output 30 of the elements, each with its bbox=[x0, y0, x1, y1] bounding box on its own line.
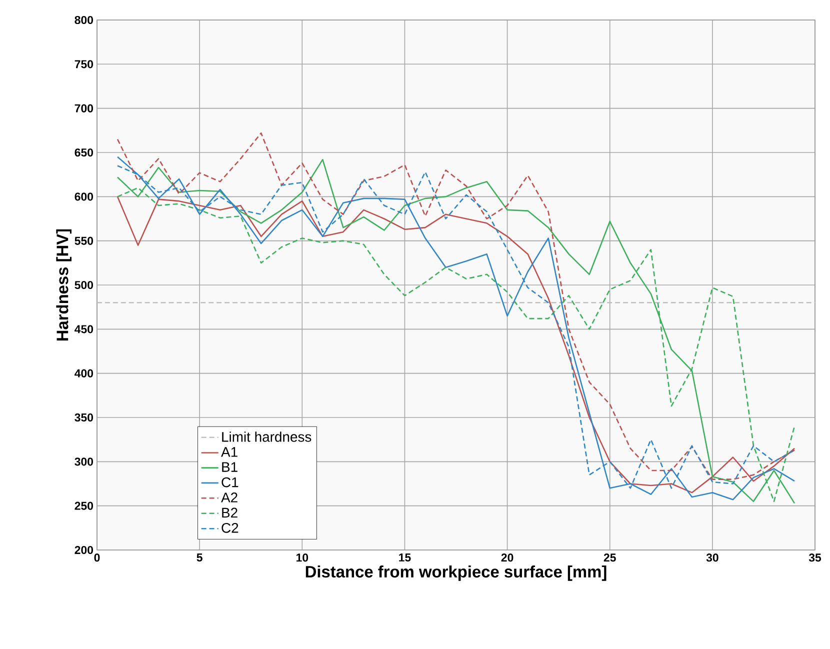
x-tick-label: 15 bbox=[399, 554, 411, 562]
x-tick-label: 30 bbox=[706, 554, 718, 562]
y-tick-label: 350 bbox=[74, 413, 94, 422]
y-axis-title: Hardness [HV] bbox=[56, 229, 72, 341]
y-tick-label: 650 bbox=[74, 148, 94, 157]
legend-label: A2 bbox=[221, 492, 238, 502]
y-tick-label: 450 bbox=[74, 325, 94, 334]
x-axis-title: Distance from workpiece surface [mm] bbox=[306, 566, 606, 581]
legend-label: A1 bbox=[221, 447, 238, 457]
y-tick-label: 750 bbox=[74, 60, 94, 68]
legend-label: C2 bbox=[222, 522, 238, 533]
y-tick-label: 500 bbox=[74, 280, 94, 290]
legend-label: Limit hardness bbox=[222, 432, 312, 442]
x-tick-label: 10 bbox=[296, 554, 308, 562]
x-tick-label: 35 bbox=[808, 554, 822, 562]
y-tick-label: 300 bbox=[74, 458, 94, 466]
x-tick-label: 5 bbox=[196, 554, 202, 562]
y-tick-label: 200 bbox=[74, 546, 94, 554]
legend-label: B1 bbox=[222, 462, 238, 472]
y-tick-label: 400 bbox=[74, 369, 94, 378]
x-tick-label: 25 bbox=[604, 554, 616, 562]
y-tick-label: 600 bbox=[74, 192, 94, 201]
y-tick-label: 700 bbox=[74, 104, 94, 112]
legend-label: C1 bbox=[222, 477, 238, 488]
x-tick-label: 20 bbox=[501, 554, 514, 562]
legend-label: B2 bbox=[222, 508, 238, 518]
x-tick-label: 0 bbox=[94, 554, 100, 562]
y-tick-label: 550 bbox=[74, 236, 94, 245]
y-tick-label: 800 bbox=[74, 16, 94, 24]
y-tick-label: 250 bbox=[74, 502, 94, 510]
